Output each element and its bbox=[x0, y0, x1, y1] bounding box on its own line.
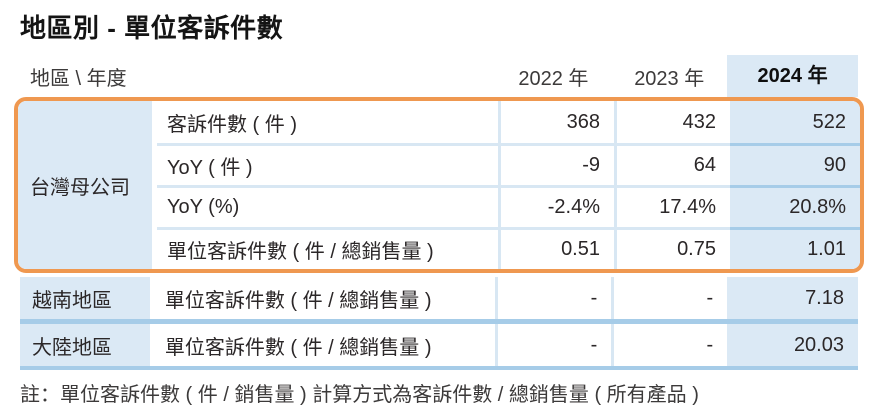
value-2024: 20.03 bbox=[727, 324, 858, 366]
value-2024: 20.8% bbox=[730, 185, 860, 227]
region-cell-mainland: 大陸地區 bbox=[20, 324, 150, 366]
value-2024: 1.01 bbox=[730, 227, 860, 269]
value-2024: 522 bbox=[730, 101, 860, 143]
value-2023: 0.75 bbox=[614, 227, 730, 269]
value-2023: - bbox=[611, 324, 727, 366]
metric-label: 客訴件數 ( 件 ) bbox=[157, 101, 498, 143]
region-cell-taiwan: 台灣母公司 bbox=[18, 101, 152, 269]
table-row: YoY (%) -2.4% 17.4% 20.8% bbox=[152, 185, 860, 227]
row-separator bbox=[20, 319, 858, 324]
value-2022: - bbox=[495, 277, 611, 319]
region-cell-vietnam: 越南地區 bbox=[20, 277, 150, 319]
metric-label: 單位客訴件數 ( 件 / 總銷售量 ) bbox=[164, 336, 432, 359]
value-2022: -9 bbox=[498, 143, 614, 185]
table-row-vietnam: 越南地區 單位客訴件數 ( 件 / 總銷售量 ) - - 7.18 bbox=[20, 277, 858, 319]
year-header-2022: 2022 年 bbox=[518, 67, 589, 90]
value-2022: - bbox=[495, 324, 611, 366]
value-2023: 64 bbox=[614, 143, 730, 185]
table-row: YoY ( 件 ) -9 64 90 bbox=[152, 143, 860, 185]
table-header-row: 地區 \ 年度 2022 年 2023 年 2024 年 bbox=[20, 55, 858, 97]
year-header-2024: 2024 年 bbox=[727, 55, 858, 97]
value-2024: 90 bbox=[730, 143, 860, 185]
corner-header: 地區 \ 年度 bbox=[30, 67, 127, 90]
table-row: 單位客訴件數 ( 件 / 總銷售量 ) 0.51 0.75 1.01 bbox=[152, 227, 860, 269]
table-bottom-border bbox=[20, 366, 858, 370]
taiwan-group-rows: 客訴件數 ( 件 ) 368 432 522 YoY ( 件 ) -9 64 9… bbox=[152, 101, 860, 269]
year-header-2023: 2023 年 bbox=[634, 67, 705, 90]
table-row-mainland: 大陸地區 單位客訴件數 ( 件 / 總銷售量 ) - - 20.03 bbox=[20, 324, 858, 366]
value-2022: 0.51 bbox=[498, 227, 614, 269]
metric-label: YoY (%) bbox=[157, 185, 498, 227]
metric-label: 單位客訴件數 ( 件 / 總銷售量 ) bbox=[164, 289, 432, 312]
value-2024: 7.18 bbox=[727, 277, 858, 319]
value-2023: 432 bbox=[614, 101, 730, 143]
complaints-table: 地區 \ 年度 2022 年 2023 年 2024 年 台灣母公司 客訴件數 … bbox=[14, 55, 864, 370]
metric-label: YoY ( 件 ) bbox=[157, 143, 498, 185]
value-2022: 368 bbox=[498, 101, 614, 143]
metric-label: 單位客訴件數 ( 件 / 總銷售量 ) bbox=[157, 227, 498, 269]
value-2022: -2.4% bbox=[498, 185, 614, 227]
taiwan-parent-group-box: 台灣母公司 客訴件數 ( 件 ) 368 432 522 YoY ( 件 ) -… bbox=[14, 97, 864, 273]
value-2023: - bbox=[611, 277, 727, 319]
table-row: 客訴件數 ( 件 ) 368 432 522 bbox=[152, 101, 860, 143]
footnote: 註：單位客訴件數 ( 件 / 銷售量 ) 計算方式為客訴件數 / 總銷售量 ( … bbox=[20, 384, 699, 406]
page-title: 地區別 - 單位客訴件數 bbox=[20, 13, 284, 43]
value-2023: 17.4% bbox=[614, 185, 730, 227]
